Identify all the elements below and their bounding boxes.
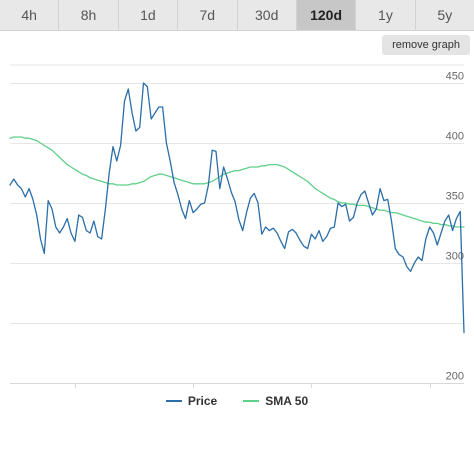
series-lines	[9, 82, 465, 334]
grid-lines	[10, 64, 464, 384]
chart-legend: Price SMA 50	[0, 390, 474, 412]
y-tick-label: 200	[446, 371, 464, 383]
timeframe-tabs: 4h 8h 1d 7d 30d 120d 1y 5y	[0, 0, 474, 31]
y-tick-label: 400	[446, 131, 464, 143]
sma50-line	[9, 136, 465, 228]
y-tick-label: 450	[446, 71, 464, 83]
legend-swatch-sma50	[243, 400, 260, 402]
legend-swatch-price	[165, 400, 182, 402]
tab-5y[interactable]: 5y	[437, 7, 453, 23]
legend-item-price[interactable]: Price	[165, 394, 218, 408]
y-axis-ticks: 200 300 350 400 450	[446, 71, 464, 383]
price-chart: 200 300 350 400 450 Jul '25Aug '25Sep '25Oct…	[9, 64, 465, 388]
legend-label-sma50: SMA 50	[265, 394, 309, 408]
price-line	[9, 82, 465, 334]
tab-30d[interactable]: 30d	[238, 0, 297, 30]
legend-label-price: Price	[187, 394, 218, 408]
tab-7d[interactable]: 7d	[178, 0, 238, 30]
tab-120d[interactable]: 120d	[296, 0, 357, 30]
tab-1y[interactable]: 1y	[356, 0, 416, 30]
y-tick-label: 300	[446, 251, 464, 263]
x-axis: Jul '25Aug '25Sep '25Oct '25	[75, 383, 431, 388]
tab-4h[interactable]: 4h	[0, 0, 60, 30]
tab-1d[interactable]: 1d	[119, 0, 179, 30]
legend-item-sma50[interactable]: SMA 50	[243, 394, 308, 408]
remove-graph-button[interactable]: remove graph	[382, 35, 470, 55]
tab-8h[interactable]: 8h	[59, 0, 119, 30]
y-tick-label: 350	[446, 191, 464, 203]
